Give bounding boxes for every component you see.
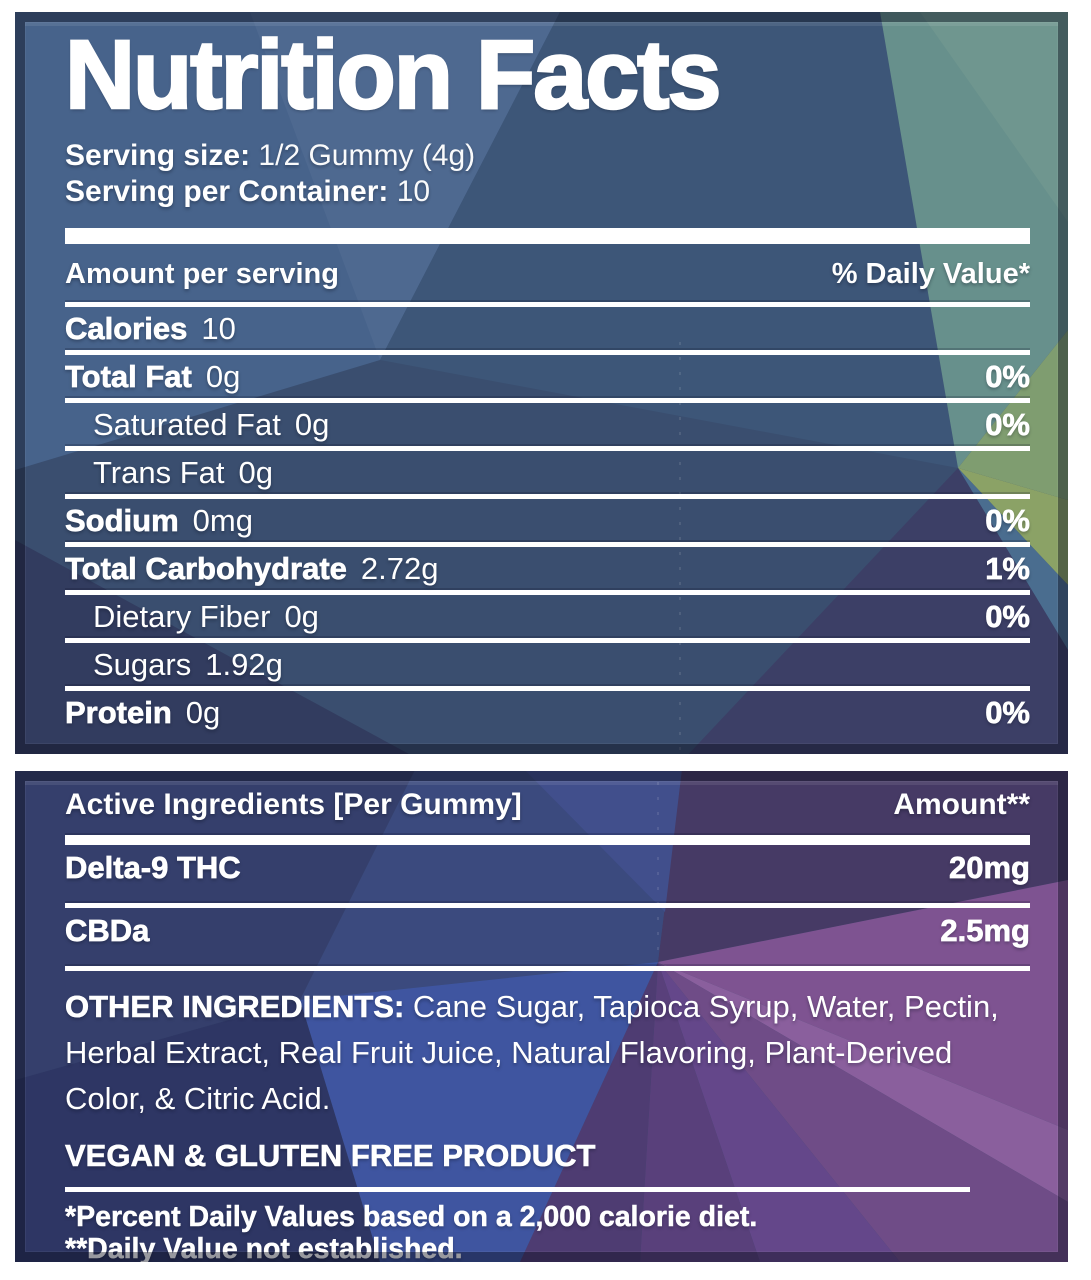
row-cbda: CBDa 2.5mg [65,913,1031,949]
row-total-fat: Total Fat 0g 0% [65,358,1031,394]
row-delta9-thc: Delta-9 THC 20mg [65,850,1031,886]
rule [65,590,1030,595]
daily-value-header: % Daily Value* [831,257,1030,290]
footnote-daily-values: *Percent Daily Values based on a 2,000 c… [65,1201,758,1234]
active-ingredients-header-row: Active Ingredients [Per Gummy] Amount** [65,787,1030,823]
footnotes: *Percent Daily Values based on a 2,000 c… [65,1201,1030,1262]
row-sodium: Sodium 0mg 0% [65,502,1031,538]
amount-per-serving-header: Amount per serving [65,257,339,290]
nutrition-panel-content: Nutrition Facts Serving size: 1/2 Gummy … [15,12,1068,734]
separator-bar [65,228,1030,244]
active-ingredients-header: Active Ingredients [Per Gummy] [65,788,522,821]
active-ingredients-panel: Active Ingredients [Per Gummy] Amount** … [15,771,1068,1262]
servings-per-container-label: Serving per Container: [65,175,389,208]
footnote-not-established: **Daily Value not established. [65,1233,463,1262]
amount-header-row: Amount per serving % Daily Value* [65,258,1030,290]
row-calories: Calories 10 [65,310,236,346]
servings-per-container-value: 10 [396,175,431,208]
nutrition-facts-panel: Nutrition Facts Serving size: 1/2 Gummy … [15,12,1068,754]
rule [65,966,1030,971]
row-trans-fat: Trans Fat 0g [93,454,273,490]
rule [65,398,1030,403]
rule [65,350,1030,355]
rule [65,835,1030,845]
rule [65,446,1030,451]
other-ingredients-text: Cane Sugar, Tapioca Syrup, Water, Pectin… [65,989,999,1116]
amount-header: Amount** [893,788,1030,821]
row-saturated-fat: Saturated Fat 0g 0% [93,406,1030,442]
lowpoly-background [15,771,1068,1262]
row-protein: Protein 0g 0% [65,694,1031,730]
active-panel-content: Active Ingredients [Per Gummy] Amount** … [15,771,1068,1262]
rule [65,542,1030,547]
rule [65,638,1030,643]
other-ingredients-label: OTHER INGREDIENTS: [65,989,405,1025]
footnote-rule [65,1187,970,1192]
servings-per-container-line: Serving per Container: 10 [65,174,1030,210]
row-dietary-fiber: Dietary Fiber 0g 0% [93,598,1030,634]
row-sugars: Sugars 1.92g [93,646,283,682]
rule [65,494,1030,499]
rule [65,302,1030,307]
vegan-gluten-free-note: VEGAN & GLUTEN FREE PRODUCT [65,1138,596,1174]
serving-size-value: 1/2 Gummy (4g) [258,139,476,172]
rule [65,903,1030,908]
label-title: Nutrition Facts [64,20,723,129]
serving-size-label: Serving size: [65,139,251,172]
nutrient-rows: Calories 10 Total Fat 0g 0% Saturated Fa… [65,307,1031,734]
row-total-carbohydrate: Total Carbohydrate 2.72g 1% [65,550,1031,586]
serving-size-line: Serving size: 1/2 Gummy (4g) [65,138,1030,174]
rule [65,686,1030,691]
other-ingredients-paragraph: OTHER INGREDIENTS: Cane Sugar, Tapioca S… [65,984,1030,1122]
